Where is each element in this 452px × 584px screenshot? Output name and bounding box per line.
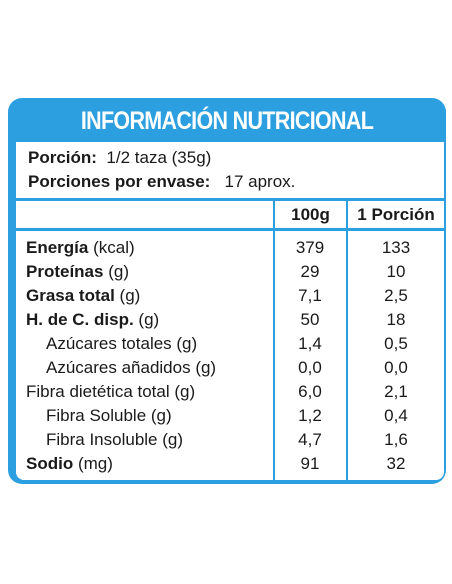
header-top-divider <box>16 198 444 201</box>
portion-value: 1/2 taza (35g) <box>106 148 212 167</box>
value-per-portion: 18 <box>386 310 406 329</box>
nutrition-panel: INFORMACIÓN NUTRICIONAL Porción: 1/2 taz… <box>8 98 446 484</box>
value-per-100g: 1,4 <box>298 334 322 353</box>
nutrient-row: Energía (kcal) 379 133 <box>16 236 444 259</box>
value-per-portion: 0,0 <box>384 358 408 377</box>
value-per-portion: 133 <box>381 238 411 257</box>
nutrient-row: Azúcares totales (g) 1,4 0,5 <box>16 332 444 355</box>
nutrient-unit: (g) <box>103 262 129 281</box>
nutrient-label: Fibra Soluble (g) <box>46 404 172 427</box>
nutrient-name: Grasa total <box>26 286 115 305</box>
nutrient-label: Fibra Insoluble (g) <box>46 428 183 451</box>
nutrient-row: Fibra Soluble (g) 1,2 0,4 <box>16 404 444 427</box>
nutrient-label: Azúcares añadidos (g) <box>46 356 216 379</box>
nutrient-label: Fibra dietética total (g) <box>26 380 195 403</box>
nutrient-unit: (g) <box>114 286 141 305</box>
nutrient-name: Energía <box>26 238 89 257</box>
value-per-portion: 2,5 <box>384 286 408 305</box>
nutrient-name: Sodio <box>26 454 74 473</box>
nutrient-label: Energía (kcal) <box>26 236 135 259</box>
column-divider-1 <box>273 200 275 480</box>
nutrient-unit: (g) <box>133 310 160 329</box>
nutrient-name: Fibra dietética total (g) <box>26 382 196 401</box>
servings-per-pack-label: Porciones por envase: <box>28 172 211 191</box>
value-per-100g: 7,1 <box>298 286 322 305</box>
nutrient-label: Proteínas (g) <box>26 260 129 283</box>
portion-line: Porción: 1/2 taza (35g) <box>28 148 211 168</box>
nutrient-name: Fibra Insoluble (g) <box>46 430 184 449</box>
nutrient-label: H. de C. disp. (g) <box>26 308 159 331</box>
nutrient-row: Fibra dietética total (g) 6,0 2,1 <box>16 380 444 403</box>
value-per-portion: 10 <box>386 262 406 281</box>
nutrient-row: Grasa total (g) 7,1 2,5 <box>16 284 444 307</box>
value-per-100g: 0,0 <box>298 358 322 377</box>
value-per-100g: 6,0 <box>298 382 322 401</box>
value-per-100g: 379 <box>295 238 325 257</box>
nutrient-unit: (kcal) <box>88 238 135 257</box>
value-per-100g: 1,2 <box>298 406 322 425</box>
value-per-100g: 50 <box>300 310 320 329</box>
nutrient-row: Fibra Insoluble (g) 4,7 1,6 <box>16 428 444 451</box>
nutrient-label: Sodio (mg) <box>26 452 113 475</box>
nutrition-table-body: Porción: 1/2 taza (35g) Porciones por en… <box>16 142 444 480</box>
servings-per-pack-value: 17 aprox. <box>224 172 296 191</box>
nutrition-title: INFORMACIÓN NUTRICIONAL <box>80 106 374 135</box>
nutrient-label: Azúcares totales (g) <box>46 332 197 355</box>
value-per-portion: 2,1 <box>384 382 408 401</box>
value-per-100g: 4,7 <box>298 430 322 449</box>
nutrient-row: Proteínas (g) 29 10 <box>16 260 444 283</box>
nutrient-row: H. de C. disp. (g) 50 18 <box>16 308 444 331</box>
nutrient-name: Azúcares añadidos (g) <box>46 358 217 377</box>
nutrient-row: Azúcares añadidos (g) 0,0 0,0 <box>16 356 444 379</box>
portion-label: Porción: <box>28 148 97 167</box>
value-per-100g: 91 <box>300 454 320 473</box>
value-per-100g: 29 <box>300 262 320 281</box>
servings-per-pack-line: Porciones por envase: 17 aprox. <box>28 172 295 192</box>
nutrient-name: H. de C. disp. <box>26 310 134 329</box>
column-divider-2 <box>346 200 348 480</box>
header-bottom-divider <box>16 228 444 231</box>
column-header-100g: 100g <box>291 205 330 224</box>
nutrient-unit: (mg) <box>73 454 113 473</box>
nutrient-row: Sodio (mg) 91 32 <box>16 452 444 475</box>
nutrient-name: Proteínas <box>26 262 104 281</box>
value-per-portion: 32 <box>386 454 406 473</box>
value-per-portion: 0,4 <box>384 406 408 425</box>
column-header-portion: 1 Porción <box>357 205 435 224</box>
nutrient-name: Fibra Soluble (g) <box>46 406 172 425</box>
nutrient-name: Azúcares totales (g) <box>46 334 198 353</box>
value-per-portion: 0,5 <box>384 334 408 353</box>
value-per-portion: 1,6 <box>384 430 408 449</box>
nutrient-label: Grasa total (g) <box>26 284 140 307</box>
